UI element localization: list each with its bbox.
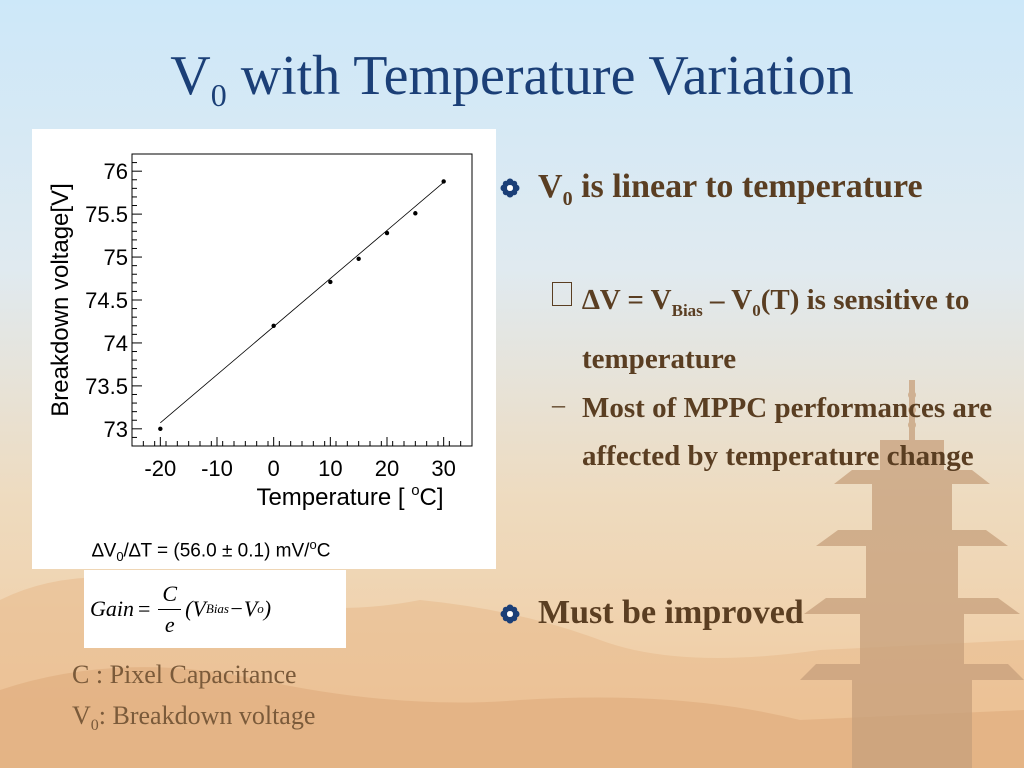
slope-delta-2: ∆ xyxy=(128,540,141,562)
chart-panel: -20 -10 0 10 20 30 73 73.5 74 74.5 75 75.5 76 Tempera… xyxy=(32,129,496,569)
b2-text: Must be improved xyxy=(538,594,804,631)
slope-delta-1: ∆ xyxy=(92,540,104,562)
flower-bullet-icon xyxy=(500,178,520,198)
y-tick-label: 74 xyxy=(104,331,128,356)
gain-fraction: C e xyxy=(158,579,182,640)
data-point xyxy=(413,211,418,216)
y-tick-label: 74.5 xyxy=(85,288,128,313)
gain-lhs: Gain xyxy=(90,596,134,621)
plot-frame xyxy=(131,153,473,447)
y-tick-label: 76 xyxy=(104,159,128,184)
note-breakdown: V0: Breakdown voltage xyxy=(72,701,315,735)
note-v: V xyxy=(72,701,91,730)
y-tick-label: 75.5 xyxy=(85,202,128,227)
flower-bullet-icon-2 xyxy=(500,604,520,624)
sub1-bias: Bias xyxy=(671,300,703,320)
sub1-mid: – V xyxy=(702,284,753,316)
y-axis-label: Breakdown voltage[V] xyxy=(47,183,74,416)
slope-v-sub: 0 xyxy=(116,549,124,565)
slope-v: V xyxy=(103,540,117,562)
y-tick-label: 73.5 xyxy=(85,374,128,399)
note-v-sub: 0 xyxy=(90,717,99,735)
breakdown-voltage-chart: -20 -10 0 10 20 30 73 73.5 74 74.5 75 75.5 76 Tempera… xyxy=(47,153,473,511)
title-rest: with Temperature Variation xyxy=(226,45,854,107)
gain-bias: Bias xyxy=(205,601,229,616)
x-tick-label: -10 xyxy=(201,456,233,481)
slope-t: T = (56.0 ± 0.1) mV/ xyxy=(140,540,310,562)
gain-equals: = xyxy=(138,596,151,621)
slope-slash: / xyxy=(123,540,129,562)
slope-c: C xyxy=(316,540,331,562)
note-rest: : Breakdown voltage xyxy=(98,701,316,730)
x-axis-label: Temperature [ oC] xyxy=(256,482,443,511)
b1-rest: is linear to temperature xyxy=(572,168,923,205)
y-tick-label: 73 xyxy=(104,417,128,442)
x-tick-label: 30 xyxy=(431,456,455,481)
gain-formula-box: Gain = C e (V Bias −V o) xyxy=(84,570,346,648)
x-tick-label: 20 xyxy=(375,456,399,481)
title-v: V xyxy=(170,45,211,107)
slope-o: o xyxy=(309,537,317,552)
x-tick-label: -20 xyxy=(144,456,176,481)
gain-denominator: e xyxy=(164,611,175,637)
sub-bullet-mppc: Most of MPPC performances are affected b… xyxy=(582,392,993,472)
page-title: V0 with Temperature Variation xyxy=(0,44,1024,114)
gain-minus: −V xyxy=(229,596,258,621)
sub1-zero: 0 xyxy=(752,300,761,320)
data-point xyxy=(328,279,333,285)
note-capacitance: C : Pixel Capacitance xyxy=(72,660,297,689)
gain-formula: Gain = C e (V Bias −V o) xyxy=(90,570,271,648)
data-point xyxy=(356,256,361,261)
slope-annotation: ∆V0/∆T = (56.0 ± 0.1) mV/oC xyxy=(92,537,492,564)
b1-v-sub: 0 xyxy=(562,187,573,210)
fit-line xyxy=(160,182,444,424)
b1-v: V xyxy=(538,168,563,205)
gain-numerator: C xyxy=(158,579,182,610)
title-v-sub: 0 xyxy=(210,77,227,114)
x-tick-label: 10 xyxy=(318,456,342,481)
x-tick-label: 0 xyxy=(268,456,280,481)
sub-bullet-dash-marker: – xyxy=(552,390,565,419)
data-point xyxy=(384,230,390,236)
y-tick-label: 75 xyxy=(104,245,128,270)
sub1-delta: ∆V = V xyxy=(582,284,672,316)
sub1-rest: (T) is sensitive to temperature xyxy=(582,284,970,375)
gain-o: o xyxy=(257,601,264,616)
data-point xyxy=(441,179,446,184)
sub-bullet-delta-v: ∆V = VBias – V0(T) is sensitive to tempe… xyxy=(582,276,1012,383)
gain-close: ) xyxy=(263,596,272,621)
sub-bullet-box-marker xyxy=(552,282,572,306)
gain-open: (V xyxy=(185,596,206,621)
data-point xyxy=(271,323,276,328)
data-point xyxy=(158,426,163,432)
